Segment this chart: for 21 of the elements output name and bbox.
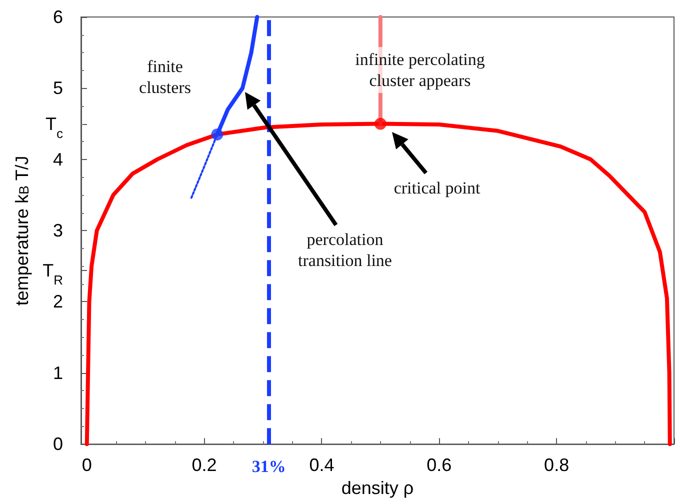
x-axis-title: density ρ [341,478,414,498]
y-tick-label: T$_{R}$ [42,260,63,287]
ref-line-label: 31% [252,457,286,476]
x-tick-label: 0.4 [309,455,334,476]
y-tick-label: 0 [52,434,63,454]
y-tick-label: 4 [52,149,63,170]
y-tick-label: 5 [52,78,63,98]
y-tick-label: 3 [52,220,63,241]
y-tick-label: 6 [52,7,63,27]
x-tick-label: 0.2 [192,455,217,476]
y-tick-label: 1 [52,362,63,383]
annotation: percolation transition line [298,230,392,270]
y-tick-label: 2 [52,292,63,312]
x-tick-label: 0 [82,455,92,476]
annotation: infinite percolating cluster appears [355,50,486,90]
y-tick-label: T$_{c}$ [46,114,64,140]
y-axis-title: temperature kB T/J [12,156,32,306]
x-tick-label: 0.6 [426,455,452,476]
annotation: critical point [394,178,480,198]
x-tick-label: 0.8 [544,455,570,476]
annotation: finite clusters [139,57,191,97]
